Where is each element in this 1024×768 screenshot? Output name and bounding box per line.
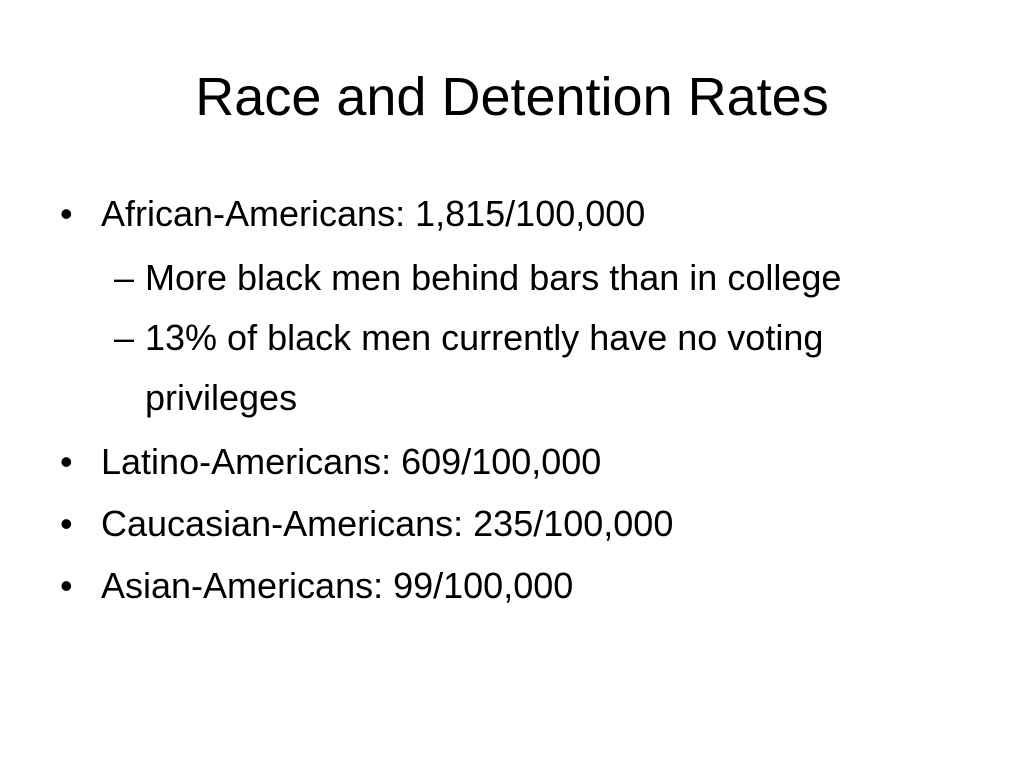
bullet-icon: • — [60, 565, 73, 606]
bullet-text: Caucasian-Americans: 235/100,000 — [101, 503, 674, 544]
bullet-list: • African-Americans: 1,815/100,000 – Mor… — [60, 190, 960, 624]
sub-bullet-item: – More black men behind bars than in col… — [101, 248, 885, 308]
bullet-item-african-americans: • African-Americans: 1,815/100,000 – Mor… — [60, 190, 960, 428]
sub-bullet-item: – 13% of black men currently have no vot… — [101, 308, 885, 428]
bullet-text: Latino-Americans: 609/100,000 — [101, 441, 602, 482]
dash-icon: – — [114, 317, 135, 358]
slide-title: Race and Detention Rates — [195, 67, 829, 127]
bullet-text: African-Americans: 1,815/100,000 — [101, 193, 646, 234]
bullet-item-latino-americans: • Latino-Americans: 609/100,000 — [60, 438, 960, 486]
sub-bullet-text: More black men behind bars than in colle… — [145, 257, 842, 298]
bullet-item-caucasian-americans: • Caucasian-Americans: 235/100,000 — [60, 500, 960, 548]
dash-icon: – — [114, 257, 135, 298]
bullet-text: Asian-Americans: 99/100,000 — [101, 565, 574, 606]
sub-bullet-text: 13% of black men currently have no votin… — [145, 317, 824, 418]
bullet-icon: • — [60, 503, 73, 544]
bullet-icon: • — [60, 193, 73, 234]
sub-bullet-list: – More black men behind bars than in col… — [101, 248, 960, 428]
bullet-item-asian-americans: • Asian-Americans: 99/100,000 — [60, 562, 960, 610]
bullet-icon: • — [60, 441, 73, 482]
